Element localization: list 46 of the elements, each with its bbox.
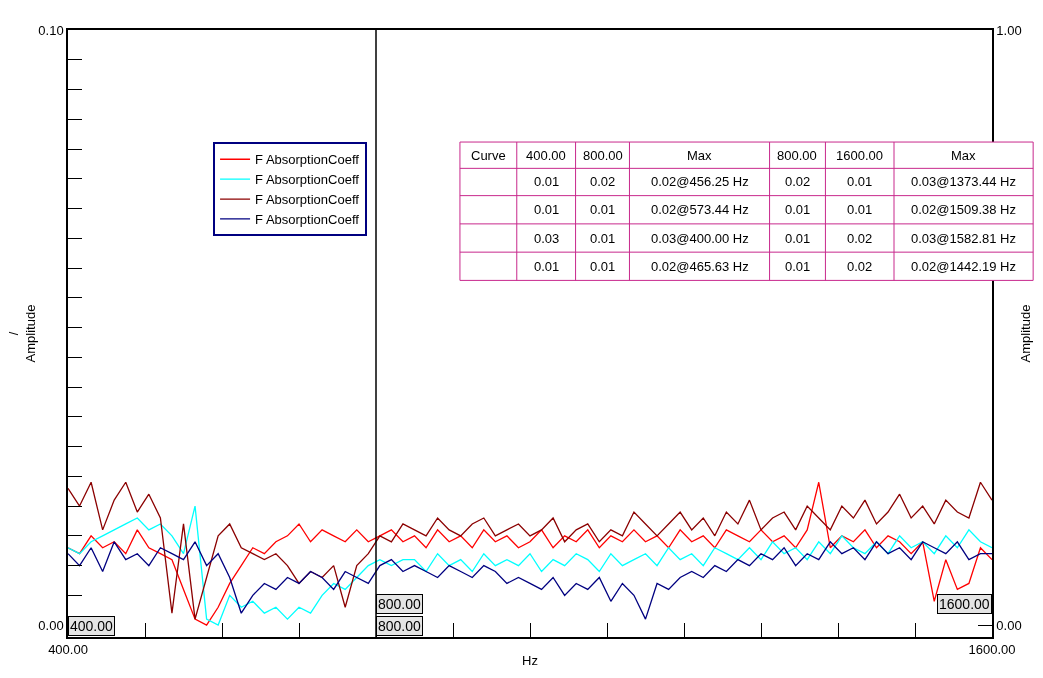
annotation: 0.02@465.63 Hz	[651, 259, 749, 274]
annotation: 0.02@456.25 Hz	[651, 174, 749, 189]
annotation: 1600.00	[939, 596, 990, 612]
annotation: 800.00	[378, 618, 422, 634]
y2-tick-label: 1.00	[996, 22, 1022, 38]
legend-label: F AbsorptionCoeff	[255, 172, 360, 188]
annotation: 0.02@1509.38 Hz	[911, 202, 1016, 217]
annotation: 0.02	[590, 174, 616, 189]
line-series	[68, 541, 992, 620]
y-axis-title: / Amplitude	[5, 304, 38, 363]
legend-label: F AbsorptionCoeff	[255, 212, 360, 228]
annotation: 0.01	[590, 259, 616, 274]
annotation: 0.03@1373.44 Hz	[911, 174, 1016, 189]
ref-line-label: 800.00	[378, 596, 422, 612]
annotation: 0.02@1442.19 Hz	[911, 259, 1016, 274]
annotation: 0.02	[847, 259, 873, 274]
annotation: 0.03	[534, 231, 560, 246]
annotation: 0.01	[534, 202, 560, 217]
x-axis-title: Hz	[522, 653, 538, 669]
annotation: 0.02	[847, 231, 873, 246]
y2-tick-label: 0.00	[996, 617, 1022, 633]
annotation: 0.02	[785, 174, 811, 189]
annotation: Max	[951, 148, 977, 163]
annotation: 0.03@400.00 Hz	[651, 231, 749, 246]
annotation: 0.01	[534, 174, 560, 189]
annotation: 0.01	[534, 259, 560, 274]
annotation: 400.00	[526, 148, 566, 163]
y2-axis-title: Amplitude	[1017, 304, 1033, 363]
annotation: Max	[687, 148, 713, 163]
annotation: 0.03@1582.81 Hz	[911, 231, 1016, 246]
annotation: 0.01	[590, 231, 616, 246]
annotation: 800.00	[777, 148, 817, 163]
annotation: 1600.00	[836, 148, 883, 163]
annotation: Curve	[471, 148, 506, 163]
legend-label: F AbsorptionCoeff	[255, 152, 360, 168]
annotation: 0.01	[590, 202, 616, 217]
annotation: 0.01	[847, 174, 873, 189]
annotation: 0.02@573.44 Hz	[651, 202, 749, 217]
annotation: 0.01	[785, 231, 811, 246]
annotation: 400.00	[70, 618, 114, 634]
annotation: 0.01	[785, 259, 811, 274]
y-tick-label: 0.10	[38, 22, 64, 38]
annotation: 0.01	[785, 202, 811, 217]
annotation: 800.00	[583, 148, 623, 163]
legend-label: F AbsorptionCoeff	[255, 192, 360, 208]
annotation: 0.01	[847, 202, 873, 217]
